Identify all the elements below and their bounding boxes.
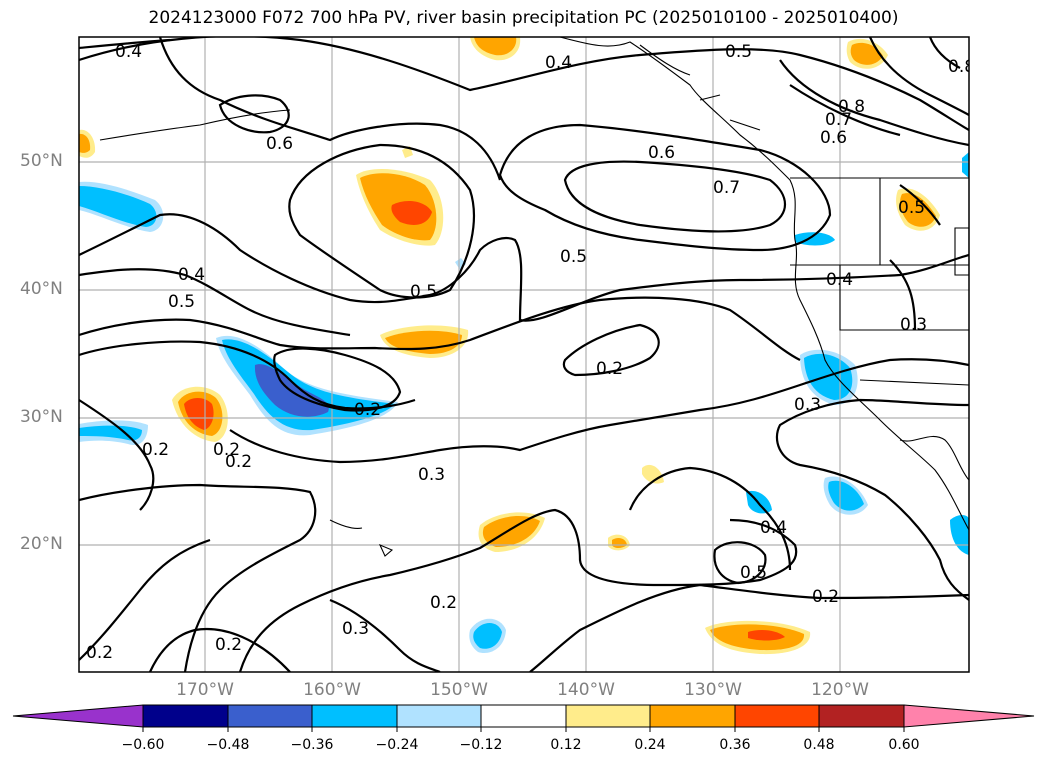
lon-label: 150°W	[430, 680, 488, 700]
contour-label: 0.4	[545, 53, 572, 73]
colorbar-tick-label: −0.36	[290, 737, 334, 753]
lat-label: 30°N	[20, 407, 63, 427]
contour-label: 0.2	[215, 635, 242, 655]
contour-label: 0.2	[430, 593, 457, 613]
contour-label: 0.5	[560, 247, 587, 267]
contour-label: 0.4	[178, 265, 205, 285]
lon-label: 140°W	[557, 680, 615, 700]
contour-label: 0.6	[266, 134, 293, 154]
contour-label: 0.4	[826, 270, 853, 290]
contour-label: 0.7	[713, 178, 740, 198]
colorbar-tick-label: 0.48	[803, 737, 835, 753]
contour-label: 0.4	[760, 518, 787, 538]
colorbar	[12, 704, 1035, 732]
contour-label: 0.8	[948, 57, 975, 77]
contour-label: 0.2	[86, 643, 113, 663]
colorbar-extend-low	[12, 704, 144, 728]
colorbar-segment	[818, 704, 905, 728]
lon-label: 130°W	[684, 680, 742, 700]
colorbar-segment	[734, 704, 820, 728]
colorbar-segment	[311, 704, 398, 728]
colorbar-segment	[565, 704, 651, 728]
colorbar-tick-label: −0.12	[459, 737, 503, 753]
contour-label: 0.5	[725, 42, 752, 62]
graticule	[79, 37, 969, 672]
lat-label: 20°N	[20, 534, 63, 554]
colorbar-segment	[396, 704, 482, 728]
colorbar-extend-high	[903, 704, 1035, 728]
contour-label: 0.2	[812, 587, 839, 607]
contour-label: 0.4	[115, 42, 142, 62]
colorbar-tick-label: 0.60	[888, 737, 920, 753]
colorbar-segment	[649, 704, 736, 728]
colorbar-tick-label: −0.24	[375, 737, 419, 753]
lon-label: 160°W	[303, 680, 361, 700]
colorbar-tick-label: −0.60	[121, 737, 165, 753]
contour-label: 0.2	[213, 440, 240, 460]
colorbar-tick-label: 0.24	[634, 737, 666, 753]
colorbar-segment	[480, 704, 567, 728]
colorbar-segment	[142, 704, 229, 728]
colorbar-tick-label: 0.36	[719, 737, 751, 753]
contour-label: 0.5	[898, 198, 925, 218]
contour-label: 0.2	[142, 440, 169, 460]
contour-label: 0.3	[342, 619, 369, 639]
contour-labels: 0.4 0.4 0.5 0.6 0.6 0.7 0.5 0.8 0.7 0.6 …	[86, 42, 975, 663]
lat-label: 40°N	[20, 279, 63, 299]
contour-label: 0.5	[410, 282, 437, 302]
contour-label: 0.5	[740, 563, 767, 583]
contour-label: 0.7	[825, 110, 852, 130]
map-area: 0.4 0.4 0.5 0.6 0.6 0.7 0.5 0.8 0.7 0.6 …	[79, 37, 975, 672]
contour-label: 0.3	[900, 315, 927, 335]
contour-label: 0.6	[820, 128, 847, 148]
colorbar-tick-label: 0.12	[550, 737, 582, 753]
lon-label: 120°W	[811, 680, 869, 700]
colorbar-segment	[227, 704, 313, 728]
map-title: 2024123000 F072 700 hPa PV, river basin …	[148, 8, 899, 28]
lat-label: 50°N	[20, 151, 63, 171]
contour-label: 0.8	[838, 97, 865, 117]
contour-label: 0.2	[225, 452, 252, 472]
contour-label: 0.3	[794, 395, 821, 415]
contour-label: 0.2	[596, 359, 623, 379]
contour-label: 0.5	[168, 292, 195, 312]
contour-label: 0.6	[648, 143, 675, 163]
contour-label: 0.2	[354, 400, 381, 420]
lon-label: 170°W	[176, 680, 234, 700]
colorbar-tick-label: −0.48	[206, 737, 250, 753]
contour-label: 0.3	[418, 465, 445, 485]
map-frame	[78, 36, 970, 673]
